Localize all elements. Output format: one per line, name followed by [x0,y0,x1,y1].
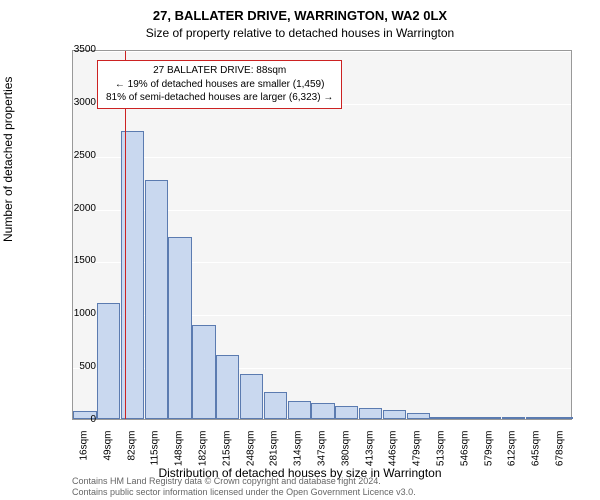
histogram-bar [478,417,501,419]
histogram-bar [288,401,311,419]
histogram-bar [383,410,406,420]
y-tick-label: 1000 [66,308,96,319]
histogram-bar [311,403,334,419]
chart-container: 27, BALLATER DRIVE, WARRINGTON, WA2 0LX … [0,0,600,500]
annotation-line-2: ← 19% of detached houses are smaller (1,… [106,78,333,92]
histogram-bar [430,417,453,419]
y-axis-label: Number of detached properties [1,77,15,242]
histogram-bar [549,417,572,419]
chart-subtitle: Size of property relative to detached ho… [0,26,600,40]
histogram-bar [216,355,239,419]
annotation-line-3: 81% of semi-detached houses are larger (… [106,91,333,105]
chart-title: 27, BALLATER DRIVE, WARRINGTON, WA2 0LX [0,8,600,23]
y-tick-label: 3000 [66,97,96,108]
y-tick-label: 1500 [66,255,96,266]
histogram-bar [526,417,549,419]
footer-line-2: Contains public sector information licen… [72,487,416,498]
y-tick-label: 3500 [66,44,96,55]
annotation-box: 27 BALLATER DRIVE: 88sqm ← 19% of detach… [97,60,342,109]
footer-attribution: Contains HM Land Registry data © Crown c… [72,476,416,498]
annotation-line-1: 27 BALLATER DRIVE: 88sqm [106,64,333,78]
histogram-bar [335,406,358,419]
histogram-bar [407,413,430,419]
histogram-bar [240,374,263,419]
histogram-bar [502,417,525,419]
y-tick-label: 500 [66,361,96,372]
histogram-bar [359,408,382,419]
histogram-bar [145,180,168,419]
y-tick-label: 2000 [66,203,96,214]
histogram-bar [454,417,477,419]
histogram-bar [97,303,120,419]
y-tick-label: 2500 [66,150,96,161]
histogram-bar [168,237,191,419]
y-tick-label: 0 [66,414,96,425]
histogram-bar [264,392,287,419]
histogram-bar [192,325,215,419]
footer-line-1: Contains HM Land Registry data © Crown c… [72,476,416,487]
